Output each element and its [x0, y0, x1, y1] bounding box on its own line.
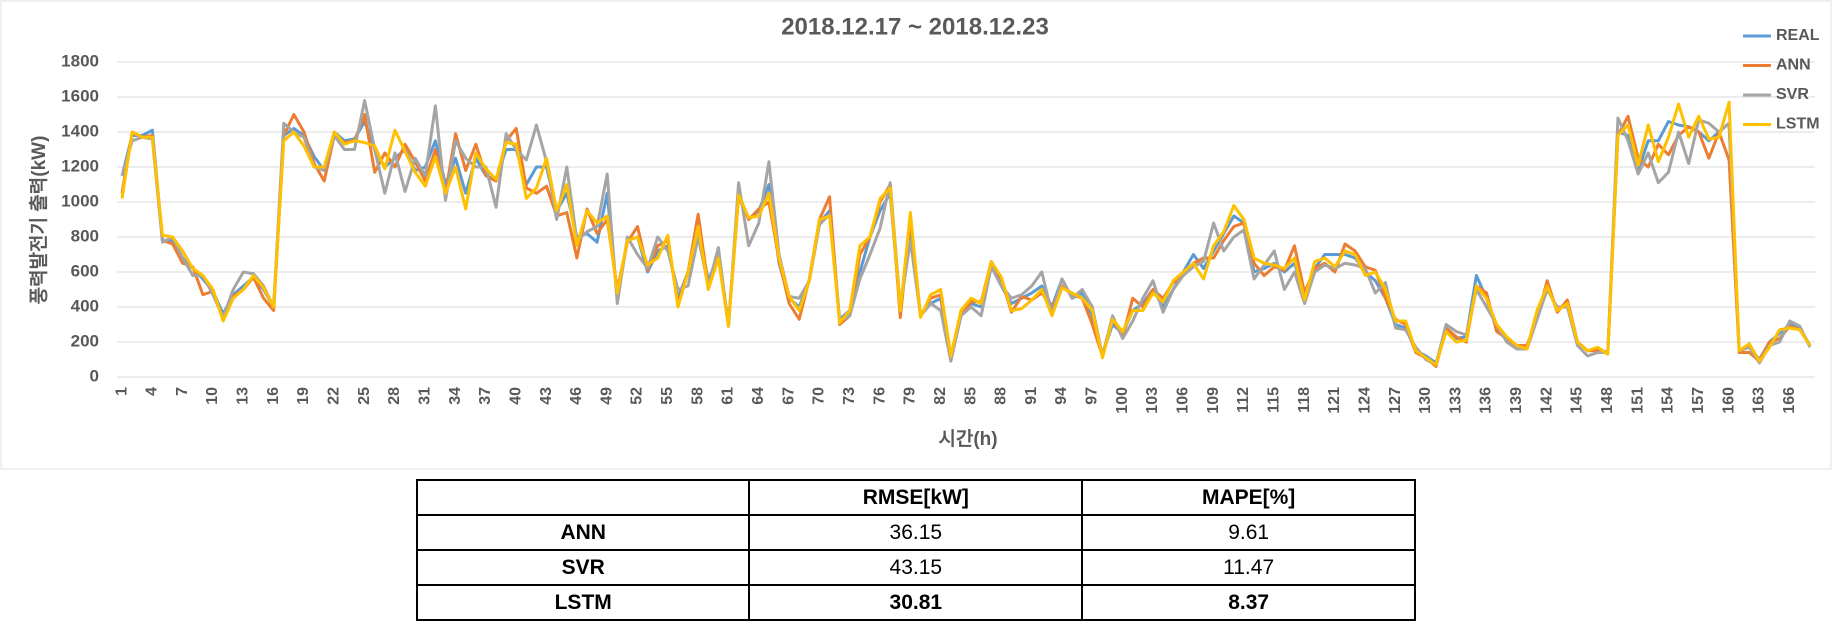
x-tick-label: 28 — [386, 387, 403, 405]
x-tick-label: 46 — [568, 387, 585, 405]
x-tick-label: 70 — [811, 387, 828, 405]
x-tick-label: 166 — [1781, 387, 1798, 414]
y-tick-label: 600 — [71, 261, 99, 280]
x-tick-label: 13 — [235, 387, 252, 405]
x-tick-label: 109 — [1205, 387, 1222, 414]
x-tick-label: 139 — [1508, 387, 1525, 414]
metrics-table: RMSE[kW] MAPE[%] ANN 36.15 9.61 SVR 43.15 11.47… — [415, 479, 1416, 621]
legend-label: LSTM — [1776, 116, 1820, 133]
x-tick-label: 1 — [113, 387, 130, 396]
x-tick-label: 100 — [1114, 387, 1131, 414]
chart: 2018.12.17 ~ 2018.12.23 풍력발전기 출력(kW) 시간(… — [0, 0, 1832, 470]
table-cell: 30.81 — [748, 584, 1084, 621]
y-tick-label: 1000 — [61, 191, 99, 210]
y-tick-label: 1800 — [61, 51, 99, 70]
x-tick-label: 52 — [629, 387, 646, 405]
x-tick-label: 19 — [295, 387, 312, 405]
y-tick-label: 1200 — [61, 156, 99, 175]
x-tick-label: 40 — [507, 387, 524, 405]
table-cell: 11.47 — [1081, 549, 1416, 586]
x-tick-label: 94 — [1053, 387, 1070, 405]
x-tick-label: 85 — [962, 387, 979, 405]
x-tick-label: 124 — [1356, 387, 1373, 414]
legend-label: REAL — [1776, 27, 1820, 44]
x-tick-label: 4 — [144, 387, 161, 396]
x-tick-label: 148 — [1599, 387, 1616, 414]
y-tick-label: 1600 — [61, 86, 99, 105]
series-line — [120, 99, 1812, 367]
x-tick-label: 79 — [902, 387, 919, 405]
legend-label: ANN — [1776, 57, 1811, 74]
chart-border — [0, 0, 1832, 470]
x-tick-label: 58 — [689, 387, 706, 405]
x-tick-label: 163 — [1751, 387, 1768, 414]
y-tick-label: 400 — [71, 296, 99, 315]
x-tick-label: 157 — [1690, 387, 1707, 414]
table-cell: 9.61 — [1081, 514, 1416, 551]
x-tick-label: 112 — [1235, 387, 1252, 413]
x-tick-label: 154 — [1660, 387, 1677, 414]
x-tick-label: 103 — [1144, 387, 1161, 414]
row-label: ANN — [415, 514, 751, 551]
chart-title: 2018.12.17 ~ 2018.12.23 — [781, 13, 1049, 40]
x-tick-label: 130 — [1417, 387, 1434, 414]
x-tick-label: 121 — [1326, 387, 1343, 414]
x-tick-label: 16 — [265, 387, 282, 405]
x-tick-label: 142 — [1538, 387, 1555, 414]
column-header: MAPE[%] — [1081, 479, 1416, 516]
column-header: RMSE[kW] — [748, 479, 1084, 516]
corner-cell — [415, 479, 751, 516]
x-tick-label: 61 — [720, 387, 737, 405]
x-tick-label: 145 — [1569, 387, 1586, 414]
x-tick-label: 49 — [598, 387, 615, 405]
y-tick-label: 200 — [71, 331, 99, 350]
x-tick-label: 67 — [780, 387, 797, 405]
y-tick-label: 800 — [71, 226, 99, 245]
x-tick-label: 73 — [841, 387, 858, 405]
header-row: RMSE[kW] MAPE[%] — [415, 479, 1416, 516]
x-tick-label: 88 — [993, 387, 1010, 405]
x-tick-label: 76 — [871, 387, 888, 405]
x-tick-label: 97 — [1084, 387, 1101, 405]
x-tick-label: 43 — [538, 387, 555, 405]
x-tick-label: 25 — [356, 387, 373, 405]
table-cell: 8.37 — [1081, 584, 1416, 621]
x-tick-label: 127 — [1387, 387, 1404, 414]
table-cell: 36.15 — [748, 514, 1084, 551]
x-tick-label: 10 — [204, 387, 221, 405]
x-tick-label: 37 — [477, 387, 494, 405]
x-tick-label: 34 — [447, 387, 464, 405]
x-tick-label: 133 — [1447, 387, 1464, 414]
y-axis-title: 풍력발전기 출력(kW) — [28, 136, 50, 305]
table-row: SVR 43.15 11.47 — [415, 549, 1416, 586]
x-tick-label: 136 — [1478, 387, 1495, 414]
x-axis-title: 시간(h) — [938, 428, 997, 450]
table-cell: 43.15 — [748, 549, 1084, 586]
x-tick-label: 91 — [1023, 387, 1040, 405]
x-tick-label: 115 — [1265, 387, 1282, 413]
x-tick-label: 7 — [174, 387, 191, 396]
y-tick-label: 0 — [90, 366, 99, 385]
x-tick-label: 55 — [659, 387, 676, 405]
legend-label: SVR — [1776, 86, 1809, 103]
table-row: LSTM 30.81 8.37 — [415, 584, 1416, 621]
row-label: LSTM — [415, 584, 751, 621]
x-tick-label: 160 — [1720, 387, 1737, 414]
x-tick-label: 106 — [1175, 387, 1192, 414]
series-line — [120, 100, 1812, 367]
table-row: ANN 36.15 9.61 — [415, 514, 1416, 551]
y-tick-label: 1400 — [61, 121, 99, 140]
x-tick-label: 82 — [932, 387, 949, 405]
x-tick-label: 64 — [750, 387, 767, 405]
x-tick-label: 118 — [1296, 387, 1313, 413]
x-tick-label: 31 — [416, 387, 433, 405]
row-label: SVR — [415, 549, 751, 586]
x-tick-label: 151 — [1629, 387, 1646, 414]
x-tick-label: 22 — [326, 387, 343, 405]
